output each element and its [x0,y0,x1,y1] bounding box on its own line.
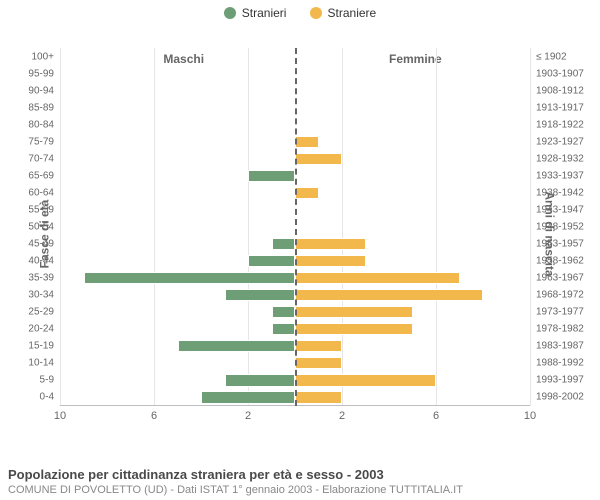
legend-swatch-male [224,7,236,19]
bar-female [295,323,413,335]
age-label: 30-34 [28,290,60,301]
age-label: 10-14 [28,358,60,369]
pyramid-chart: Fasce di età Anni di nascita Maschi Femm… [0,24,600,444]
bar-male [248,255,295,267]
age-label: 90-94 [28,85,60,96]
age-label: 20-24 [28,324,60,335]
bar-female [295,238,366,250]
bar-female [295,187,319,199]
bar-male [248,170,295,182]
age-label: 75-79 [28,136,60,147]
bar-female [295,306,413,318]
birth-year-label: 1948-1952 [530,221,584,232]
age-label: 55-59 [28,204,60,215]
birth-year-label: 1993-1997 [530,375,584,386]
age-label: 50-54 [28,221,60,232]
x-tick-label: 6 [433,406,439,422]
age-label: 15-19 [28,341,60,352]
bar-female [295,272,460,284]
birth-year-label: 1923-1927 [530,136,584,147]
legend-swatch-female [310,7,322,19]
bar-male [225,374,296,386]
bar-male [272,306,296,318]
birth-year-label: ≤ 1902 [530,51,567,62]
bar-male [225,289,296,301]
x-tick-label: 2 [339,406,345,422]
x-tick-label: 10 [54,406,66,422]
caption: Popolazione per cittadinanza straniera p… [8,467,592,496]
caption-title: Popolazione per cittadinanza straniera p… [8,467,592,482]
birth-year-label: 1933-1937 [530,170,584,181]
birth-year-label: 1908-1912 [530,85,584,96]
bar-female [295,136,319,148]
bar-female [295,255,366,267]
legend-label-male: Stranieri [242,6,287,20]
age-label: 60-64 [28,187,60,198]
birth-year-label: 1953-1957 [530,239,584,250]
age-label: 45-49 [28,239,60,250]
birth-year-label: 1978-1982 [530,324,584,335]
bar-female [295,374,436,386]
birth-year-label: 1983-1987 [530,341,584,352]
birth-year-label: 1943-1947 [530,204,584,215]
birth-year-label: 1973-1977 [530,307,584,318]
birth-year-label: 1988-1992 [530,358,584,369]
bar-male [272,323,296,335]
x-tick-label: 10 [524,406,536,422]
bar-female [295,340,342,352]
age-label: 95-99 [28,68,60,79]
bar-male [201,391,295,403]
birth-year-label: 1928-1932 [530,153,584,164]
age-label: 70-74 [28,153,60,164]
plot-area: Maschi Femmine 100+≤ 190295-991903-19079… [60,48,530,406]
center-dashed-line [295,48,297,406]
birth-year-label: 1968-1972 [530,290,584,301]
birth-year-label: 1958-1962 [530,256,584,267]
bar-female [295,289,483,301]
age-label: 65-69 [28,170,60,181]
age-label: 35-39 [28,273,60,284]
birth-year-label: 1913-1917 [530,102,584,113]
bar-male [272,238,296,250]
age-label: 25-29 [28,307,60,318]
bar-female [295,391,342,403]
legend-item-female: Straniere [310,6,377,20]
age-label: 40-44 [28,256,60,267]
x-tick-label: 6 [151,406,157,422]
age-label: 85-89 [28,102,60,113]
birth-year-label: 1918-1922 [530,119,584,130]
birth-year-label: 1998-2002 [530,392,584,403]
birth-year-label: 1903-1907 [530,68,584,79]
birth-year-label: 1938-1942 [530,187,584,198]
legend-label-female: Straniere [328,6,377,20]
legend: Stranieri Straniere [0,0,600,24]
bar-female [295,357,342,369]
caption-subtitle: COMUNE DI POVOLETTO (UD) - Dati ISTAT 1°… [8,484,592,496]
bar-male [178,340,296,352]
bar-female [295,153,342,165]
age-label: 5-9 [40,375,60,386]
birth-year-label: 1963-1967 [530,273,584,284]
age-label: 80-84 [28,119,60,130]
bar-male [84,272,296,284]
age-label: 0-4 [40,392,60,403]
legend-item-male: Stranieri [224,6,287,20]
x-tick-label: 2 [245,406,251,422]
age-label: 100+ [31,51,60,62]
